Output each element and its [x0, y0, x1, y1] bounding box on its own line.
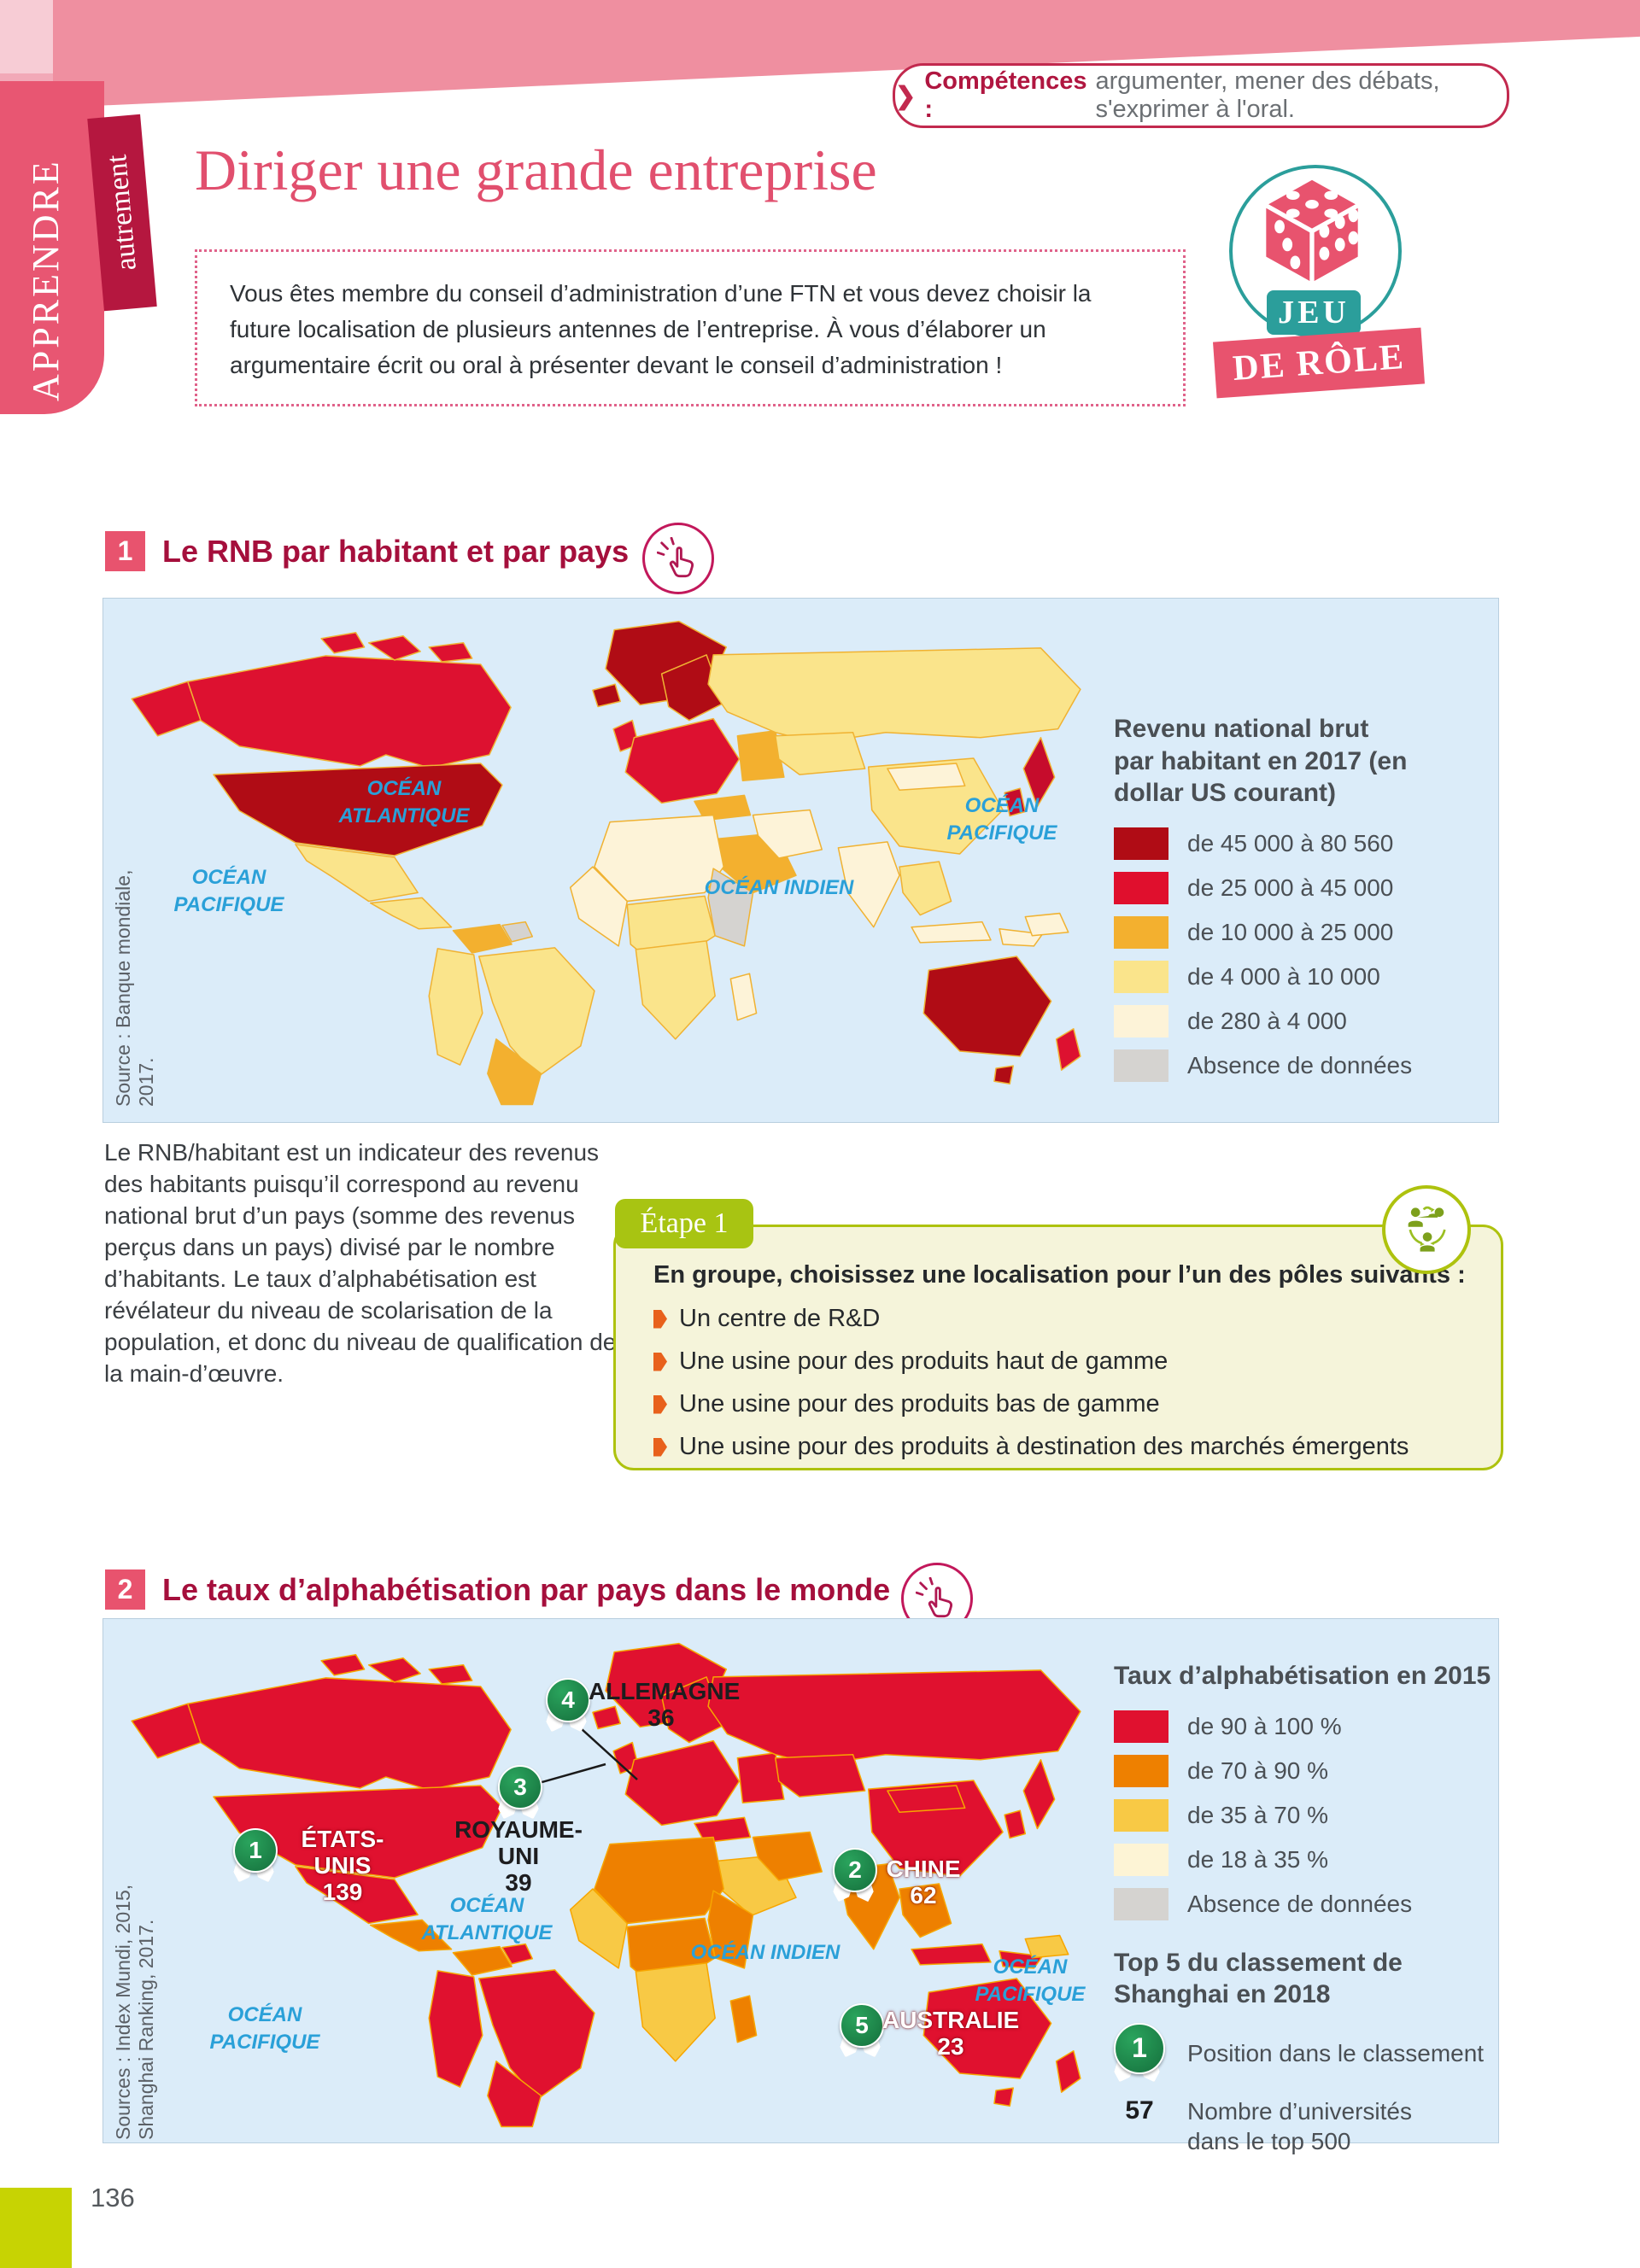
arrow-bullet-icon: [653, 1309, 667, 1329]
rank-medal: 3: [498, 1765, 542, 1809]
map1-source: Source : Banque mondiale, 2017.: [112, 869, 157, 1107]
legend-item: de 70 à 90 %: [1114, 1749, 1507, 1793]
map1-legend-title: Revenu national brut par habitant en 201…: [1114, 715, 1408, 807]
legend-swatch: [1114, 1004, 1168, 1038]
top5-rank-label: Position dans le classement: [1187, 2039, 1485, 2066]
map2-legend-title: Taux d’alphabétisation en 2015: [1114, 1662, 1491, 1690]
intro-box: Vous êtes membre du conseil d’administra…: [195, 249, 1186, 406]
legend-swatch: [1114, 960, 1168, 993]
competences-badge: ❯ Compétences : argumenter, mener des dé…: [893, 63, 1509, 128]
legend-item: de 45 000 à 80 560: [1114, 821, 1507, 866]
list-item: Une usine pour des produits bas de gamme: [653, 1390, 1467, 1418]
page-title: Diriger une grande entreprise: [195, 137, 877, 202]
top5-count-label: Nombre d’universités dans le top 500: [1187, 2097, 1412, 2154]
etape1-box: En groupe, choisissez une localisation p…: [613, 1225, 1503, 1470]
footer-decoration: [0, 2188, 72, 2268]
role-badge-jeu: JEU: [1267, 290, 1361, 335]
map2-panel: OCÉAN ATLANTIQUE OCÉAN PACIFIQUE OCÉAN P…: [102, 1618, 1499, 2154]
map2-legend: Taux d’alphabétisation en 2015 de 90 à 1…: [1114, 1660, 1507, 2156]
list-item: Un centre de R&D: [653, 1305, 1467, 1333]
arrow-bullet-icon: [653, 1352, 667, 1371]
ocean-label-pacifique-ouest: OCÉAN PACIFIQUE: [173, 866, 284, 917]
legend-item: de 25 000 à 45 000: [1114, 866, 1507, 910]
role-badge-de-role: DE RÔLE: [1212, 327, 1426, 399]
legend-item: de 18 à 35 %: [1114, 1838, 1507, 1882]
top5-count-sample: 57: [1125, 2096, 1154, 2125]
page-number: 136: [91, 2183, 135, 2212]
list-item: Une usine pour des produits haut de gamm…: [653, 1347, 1467, 1376]
legend-item: Absence de données: [1114, 1043, 1507, 1088]
ocean-label-atlantique: OCÉAN ATLANTIQUE: [421, 1894, 553, 1945]
arrow-bullet-icon: [653, 1437, 667, 1457]
ocean-label-pacifique-est: OCÉAN PACIFIQUE: [975, 1955, 1086, 2007]
map2-sources: Sources : Index Mundi, 2015, Shanghai Ra…: [112, 1884, 157, 2140]
legend-swatch: [1114, 1887, 1168, 1920]
legend-item: de 35 à 70 %: [1114, 1793, 1507, 1838]
rank-medal-legend: 1: [1114, 2022, 1165, 2084]
legend-swatch: [1114, 871, 1168, 904]
legend-item: Absence de données: [1114, 1882, 1507, 1926]
legend-item: de 280 à 4 000: [1114, 999, 1507, 1043]
group-work-icon: [1382, 1185, 1471, 1274]
ocean-label-atlantique: OCÉAN ATLANTIQUE: [338, 777, 470, 828]
rank-medal: 2: [833, 1848, 877, 1892]
top5-title: Top 5 du classement de Shanghai en 2018: [1114, 1948, 1403, 2009]
legend-item: de 90 à 100 %: [1114, 1704, 1507, 1749]
ocean-label-pacifique-est: OCÉAN PACIFIQUE: [946, 794, 1057, 845]
arrow-bullet-icon: [653, 1394, 667, 1414]
ocean-label-indien: OCÉAN INDIEN: [690, 1941, 840, 1964]
legend-item: de 10 000 à 25 000: [1114, 910, 1507, 955]
section1-number: 1: [105, 531, 145, 571]
legend-swatch: [1114, 827, 1168, 860]
list-item: Une usine pour des produits à destinatio…: [653, 1433, 1467, 1461]
marker-connector-lines: [538, 1719, 638, 1785]
chevron-icon: ❯: [895, 82, 917, 110]
section2-title: Le taux d’alphabétisation par pays dans …: [162, 1572, 891, 1607]
section2-number: 2: [105, 1569, 145, 1610]
rank-medal: 5: [840, 2003, 884, 2048]
etape1-tab: Étape 1: [615, 1199, 753, 1248]
ocean-label-indien: OCÉAN INDIEN: [704, 876, 854, 899]
click-hand-icon[interactable]: [642, 523, 714, 594]
section1-title: Le RNB par habitant et par pays: [162, 534, 630, 569]
marker-chine: CHINE 62: [886, 1856, 961, 1909]
etape1-intro: En groupe, choisissez une localisation p…: [653, 1261, 1466, 1289]
sidebar-label-apprendre: APPRENDRE: [25, 159, 67, 401]
dice-icon: [1262, 175, 1362, 288]
map1-legend: Revenu national brut par habitant en 201…: [1114, 713, 1507, 1088]
world-map-rnb: [131, 620, 1081, 1106]
legend-swatch: [1114, 1754, 1168, 1787]
legend-swatch: [1114, 1798, 1168, 1832]
marker-etats-unis: ÉTATS-UNIS 139: [301, 1826, 384, 1905]
marker-royaume-uni: ROYAUME-UNI 39: [454, 1816, 583, 1896]
rnb-definition-text: Le RNB/habitant est un indicateur des re…: [104, 1139, 617, 1387]
legend-swatch: [1114, 915, 1168, 949]
competences-label: Compétences :: [924, 67, 1087, 123]
rank-medal: 4: [546, 1678, 590, 1722]
ocean-label-pacifique-ouest: OCÉAN PACIFIQUE: [209, 2003, 320, 2055]
legend-swatch: [1114, 1843, 1168, 1876]
rank-medal: 1: [233, 1828, 278, 1873]
legend-swatch: [1114, 1049, 1168, 1082]
legend-item: de 4 000 à 10 000: [1114, 955, 1507, 999]
corner-decoration-light: [0, 0, 53, 73]
map1-panel: OCÉAN ATLANTIQUE OCÉAN PACIFIQUE OCÉAN P…: [102, 598, 1499, 1123]
legend-swatch: [1114, 1710, 1168, 1743]
marker-allemagne: ALLEMAGNE 36: [589, 1678, 741, 1731]
sidebar-label-autrement: autrement: [101, 153, 143, 272]
marker-australie: AUSTRALIE 23: [882, 2007, 1020, 2060]
competences-text: argumenter, mener des débats, s'exprimer…: [1095, 67, 1440, 123]
apprendre-sidebar: [0, 81, 104, 414]
